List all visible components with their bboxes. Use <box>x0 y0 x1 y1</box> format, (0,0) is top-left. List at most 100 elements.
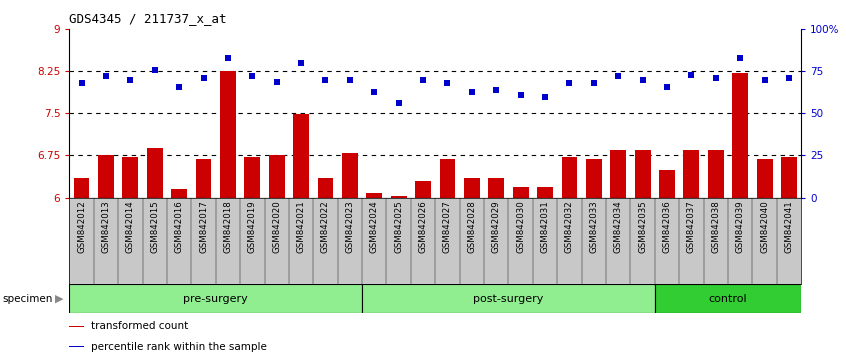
Text: GSM842025: GSM842025 <box>394 200 404 253</box>
Bar <box>195 159 212 198</box>
Bar <box>342 153 358 198</box>
Bar <box>733 73 748 198</box>
Text: GSM842019: GSM842019 <box>248 200 257 253</box>
Text: transformed count: transformed count <box>91 321 189 331</box>
Text: GSM842033: GSM842033 <box>590 200 598 253</box>
Point <box>124 77 137 83</box>
Text: GSM842041: GSM842041 <box>784 200 794 253</box>
Text: GSM842015: GSM842015 <box>151 200 159 253</box>
Text: GSM842037: GSM842037 <box>687 200 696 253</box>
Bar <box>513 188 529 198</box>
Text: GSM842017: GSM842017 <box>199 200 208 253</box>
Point <box>684 72 698 78</box>
Text: GSM842014: GSM842014 <box>126 200 135 253</box>
Bar <box>171 189 187 198</box>
Point <box>514 92 527 98</box>
Bar <box>655 284 801 313</box>
Point <box>270 79 283 84</box>
Bar <box>74 178 90 198</box>
Text: GSM842032: GSM842032 <box>565 200 574 253</box>
Bar <box>147 148 162 198</box>
Point <box>612 74 625 79</box>
Text: GSM842035: GSM842035 <box>638 200 647 253</box>
Point <box>173 84 186 89</box>
Bar <box>464 178 480 198</box>
Bar <box>684 150 700 198</box>
Bar <box>391 196 407 198</box>
Text: ▶: ▶ <box>55 294 63 304</box>
Point <box>758 77 772 83</box>
Text: post-surgery: post-surgery <box>473 294 544 304</box>
Text: GDS4345 / 211737_x_at: GDS4345 / 211737_x_at <box>69 12 227 25</box>
Point <box>148 67 162 73</box>
Point <box>490 87 503 93</box>
Text: GSM842026: GSM842026 <box>419 200 427 253</box>
Point <box>783 75 796 81</box>
Point <box>587 80 601 86</box>
Bar <box>440 159 455 198</box>
Bar <box>294 114 309 198</box>
Point <box>99 74 113 79</box>
Text: GSM842030: GSM842030 <box>516 200 525 253</box>
Point <box>563 80 576 86</box>
Bar <box>415 181 431 198</box>
Text: GSM842040: GSM842040 <box>760 200 769 253</box>
Bar <box>659 170 675 198</box>
Bar <box>244 157 261 198</box>
Bar <box>586 159 602 198</box>
Bar <box>362 284 655 313</box>
Point <box>221 55 234 61</box>
Text: pre-surgery: pre-surgery <box>184 294 248 304</box>
Point <box>660 84 673 89</box>
Text: GSM842029: GSM842029 <box>492 200 501 253</box>
Point <box>733 55 747 61</box>
Point <box>294 60 308 66</box>
Text: GSM842024: GSM842024 <box>370 200 379 253</box>
Point <box>636 77 650 83</box>
Bar <box>366 193 382 198</box>
Text: percentile rank within the sample: percentile rank within the sample <box>91 342 267 352</box>
Text: GSM842038: GSM842038 <box>711 200 720 253</box>
Bar <box>634 150 651 198</box>
Point <box>709 75 722 81</box>
Point <box>197 75 211 81</box>
Text: GSM842027: GSM842027 <box>443 200 452 253</box>
Text: GSM842022: GSM842022 <box>321 200 330 253</box>
Text: GSM842034: GSM842034 <box>613 200 623 253</box>
Bar <box>123 157 138 198</box>
Point <box>343 77 357 83</box>
Point <box>441 80 454 86</box>
Text: GSM842039: GSM842039 <box>736 200 744 253</box>
Bar <box>269 155 284 198</box>
Bar <box>69 284 362 313</box>
Point <box>319 77 332 83</box>
Text: GSM842031: GSM842031 <box>541 200 550 253</box>
Point <box>74 80 88 86</box>
Point <box>367 89 381 95</box>
Bar <box>69 326 84 327</box>
Bar <box>781 156 797 198</box>
Text: GSM842036: GSM842036 <box>662 200 672 253</box>
Bar <box>537 188 553 198</box>
Text: GSM842028: GSM842028 <box>467 200 476 253</box>
Text: GSM842013: GSM842013 <box>102 200 111 253</box>
Bar <box>488 178 504 198</box>
Point <box>465 89 479 95</box>
Point <box>416 77 430 83</box>
Bar <box>317 178 333 198</box>
Text: GSM842016: GSM842016 <box>174 200 184 253</box>
Text: GSM842021: GSM842021 <box>297 200 305 253</box>
Text: specimen: specimen <box>3 294 53 304</box>
Bar <box>69 346 84 348</box>
Text: GSM842020: GSM842020 <box>272 200 281 253</box>
Bar <box>708 150 723 198</box>
Point <box>538 94 552 99</box>
Bar <box>220 71 236 198</box>
Point <box>245 74 259 79</box>
Text: GSM842023: GSM842023 <box>345 200 354 253</box>
Point <box>392 101 405 106</box>
Bar <box>610 150 626 198</box>
Bar <box>98 155 114 198</box>
Bar <box>562 157 577 198</box>
Text: GSM842012: GSM842012 <box>77 200 86 253</box>
